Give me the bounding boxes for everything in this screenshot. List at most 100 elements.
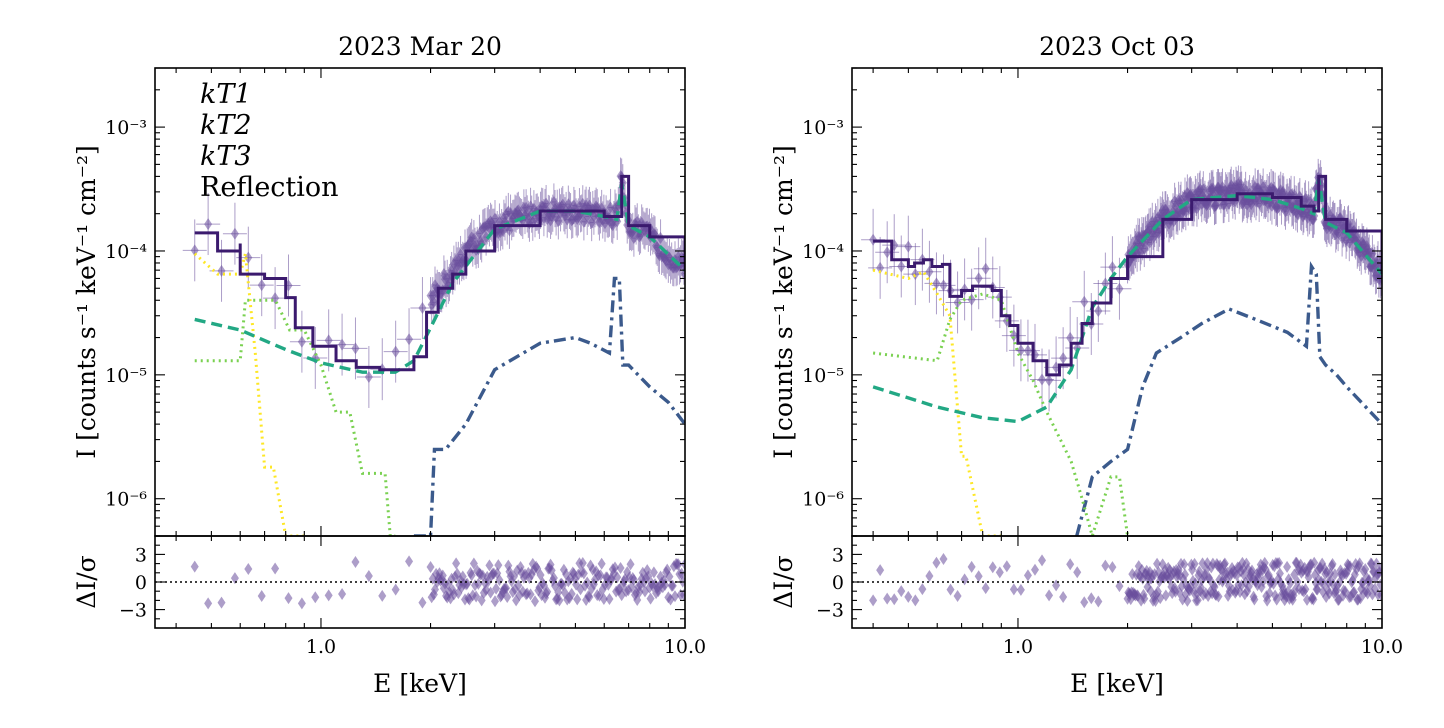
residual-point [1140, 592, 1149, 605]
residual-point [1355, 557, 1364, 570]
series-reflection [413, 276, 685, 536]
residual-point [351, 555, 360, 568]
residual-points [190, 555, 685, 610]
residual-point [1220, 557, 1229, 570]
panel-right-spectrum [861, 158, 1382, 536]
resid-y-ticks: 3 0 −3 [816, 544, 1382, 622]
residual-point [573, 593, 582, 606]
residual-point [883, 592, 892, 605]
legend-kt3: kT3 [200, 141, 252, 172]
residual-point [960, 573, 969, 586]
residual-point [925, 570, 934, 583]
resid-tick-label: 0 [832, 572, 844, 594]
panel-right-ylabel: I [counts s⁻¹ keV⁻¹ cm⁻²] [769, 145, 798, 459]
residual-point [485, 559, 494, 572]
residual-point [613, 571, 622, 584]
residual-point [543, 585, 552, 598]
residual-point [405, 555, 414, 568]
residual-point [1080, 596, 1089, 609]
residual-point [1115, 580, 1124, 593]
data-point [903, 243, 928, 306]
residual-point [297, 597, 306, 610]
residual-point [579, 567, 588, 580]
residual-point [596, 569, 605, 582]
series-kt1 [193, 252, 305, 536]
residual-point [474, 577, 483, 590]
residual-point [338, 588, 347, 601]
panel-left-resid-ylabel: ΔI/σ [72, 555, 101, 608]
data-point [356, 346, 381, 408]
residual-point [463, 577, 472, 590]
x-ticks: 1.0 10.0 [175, 68, 706, 658]
data-point [236, 226, 261, 289]
residual-point [503, 591, 512, 604]
y-tick-label: 10⁻³ [802, 117, 844, 139]
residual-point [190, 560, 199, 573]
residual-point [526, 588, 535, 601]
panel-left-title: 2023 Mar 20 [338, 32, 502, 61]
y-tick-label: 10⁻⁵ [802, 365, 844, 387]
data-point [303, 326, 328, 389]
residual-point [967, 560, 976, 573]
residual-point [1094, 595, 1103, 608]
residual-point [597, 557, 606, 570]
residual-point [530, 595, 539, 608]
residual-point [1301, 583, 1310, 596]
panel-right-frame [851, 67, 1383, 537]
data-point [330, 313, 355, 376]
residual-point [1030, 563, 1039, 576]
residual-point [1161, 589, 1170, 602]
residual-point [1180, 558, 1189, 571]
residual-point [1328, 557, 1337, 570]
residual-point [567, 587, 576, 600]
residual-point [1304, 571, 1313, 584]
residual-point [549, 572, 558, 585]
residual-point [1009, 583, 1018, 596]
y-tick-label: 10⁻⁶ [802, 489, 844, 511]
residual-point [555, 594, 564, 607]
residual-point [391, 583, 400, 596]
residual-point [649, 566, 658, 579]
residual-point [599, 593, 608, 606]
data-point [196, 193, 221, 256]
residual-point [1180, 568, 1189, 581]
data-point [343, 317, 368, 380]
residual-point [1250, 593, 1259, 606]
resid-tick-label: 0 [135, 572, 147, 594]
residual-point [1269, 577, 1278, 590]
residual-point [681, 558, 685, 571]
residual-point [679, 588, 685, 601]
residual-point [1016, 583, 1025, 596]
residual-point [495, 574, 504, 587]
panel-right: 2023 Oct 03 1.0 10.010⁻⁶10⁻⁵10⁻⁴10⁻³30−3 … [769, 32, 1403, 698]
residual-point [988, 561, 997, 574]
residual-point [1313, 583, 1322, 596]
residual-point [1101, 559, 1110, 572]
residual-point [583, 576, 592, 589]
residual-point [217, 596, 226, 609]
residual-point [605, 592, 614, 605]
residual-point [626, 558, 635, 571]
data-point [1093, 252, 1118, 315]
data-point [1086, 279, 1111, 342]
residual-point [1325, 587, 1334, 600]
residual-point [897, 585, 906, 598]
residual-point [418, 596, 427, 609]
residual-point [671, 590, 679, 603]
residual-point [674, 558, 683, 571]
panel-left-xlabel: E [keV] [373, 669, 467, 698]
series-kt1 [872, 268, 1002, 536]
residual-point [378, 589, 387, 602]
data-point [182, 219, 207, 282]
residual-point [257, 590, 266, 603]
panel-left-ticks: 1.0 10.0 10⁻⁶ 10⁻⁵ 10⁻⁴ 10⁻³ 3 0 −3 [105, 67, 706, 658]
residual-point [467, 569, 476, 582]
residual-point [502, 582, 511, 595]
residual-point [616, 562, 625, 575]
residual-point [1346, 560, 1355, 573]
series-kt2 [872, 292, 1130, 536]
residual-point [876, 564, 885, 577]
panel-left-residuals [155, 555, 685, 610]
residual-point [1191, 577, 1200, 590]
